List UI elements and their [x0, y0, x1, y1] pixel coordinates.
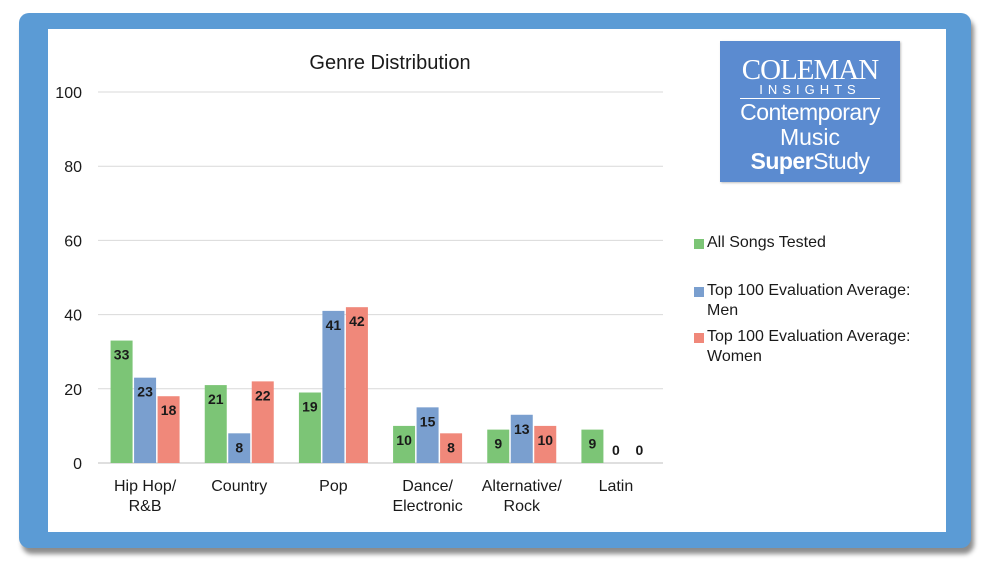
legend-label-women-line1: Top 100 Evaluation Average: — [707, 328, 911, 345]
y-tick-label-80: 80 — [64, 159, 82, 176]
data-label-3-1: 15 — [420, 413, 436, 429]
gridlines — [98, 91, 663, 464]
bar-0-0 — [110, 340, 133, 463]
x-tick-label-0-1: R&B — [129, 498, 162, 515]
x-tick-label-4-1: Rock — [504, 498, 541, 515]
bar-2-1 — [322, 310, 345, 463]
legend-label-men-line2: Men — [707, 302, 739, 319]
data-label-0-0: 33 — [114, 347, 130, 363]
y-axis-ticks: 0 20 40 60 80 100 — [55, 85, 82, 473]
legend-swatch-men — [694, 287, 704, 297]
bar-3-1 — [416, 407, 439, 463]
y-tick-label-40: 40 — [64, 308, 82, 325]
x-axis-ticks: Hip Hop/R&B Country Pop Dance/Electronic Alt… — [114, 478, 633, 515]
data-label-0-2: 18 — [161, 402, 177, 418]
data-label-4-0: 9 — [494, 436, 502, 452]
data-label-5-2: 0 — [636, 442, 644, 458]
y-tick-label-0: 0 — [73, 456, 82, 473]
data-label-1-0: 21 — [208, 391, 224, 407]
bar-0-2 — [157, 396, 180, 463]
legend-label-men: Top 100 Evaluation Average: Men — [707, 281, 947, 321]
y-tick-label-60: 60 — [64, 233, 82, 250]
data-label-5-1: 0 — [612, 442, 620, 458]
bar-2-0 — [298, 392, 321, 463]
legend-label-all-songs: All Songs Tested — [707, 234, 826, 251]
x-tick-label-0-0: Hip Hop/ — [114, 478, 177, 495]
y-tick-label-100: 100 — [55, 85, 82, 102]
bar-3-2 — [440, 433, 463, 463]
bar-1-1 — [228, 433, 251, 463]
bar-1-2 — [251, 381, 274, 463]
legend-swatch-all-songs — [694, 239, 704, 249]
data-label-2-0: 19 — [302, 399, 318, 415]
bar-0-1 — [134, 377, 157, 463]
data-label-4-2: 10 — [537, 432, 553, 448]
bars — [110, 307, 604, 463]
y-tick-label-20: 20 — [64, 382, 82, 399]
x-tick-label-5-0: Latin — [599, 478, 634, 495]
bar-4-0 — [487, 429, 510, 463]
bar-5-0 — [581, 429, 604, 463]
bar-1-0 — [204, 385, 227, 463]
logo-divider — [740, 98, 880, 99]
x-tick-label-4-0: Alternative/ — [482, 478, 563, 495]
data-label-0-1: 23 — [137, 384, 153, 400]
coleman-insights-logo: COLEMAN INSIGHTS Contemporary Music Supe… — [720, 41, 900, 182]
chart-title: Genre Distribution — [309, 52, 470, 74]
logo-study: Study — [813, 148, 870, 174]
legend-label-men-line1: Top 100 Evaluation Average: — [707, 282, 911, 299]
data-label-1-2: 22 — [255, 387, 271, 403]
x-tick-label-3-0: Dance/ — [402, 478, 453, 495]
x-tick-label-1-0: Country — [211, 478, 267, 495]
bar-3-0 — [393, 425, 416, 463]
logo-music: Music — [779, 124, 841, 150]
data-label-4-1: 13 — [514, 421, 530, 437]
x-tick-label-3-1: Electronic — [392, 498, 462, 515]
data-label-2-2: 42 — [349, 313, 365, 329]
bar-4-1 — [510, 414, 533, 463]
legend-label-women-line2: Women — [707, 348, 762, 365]
logo-contemporary: Contemporary — [740, 99, 880, 125]
logo-coleman: COLEMAN — [741, 54, 879, 86]
data-label-3-0: 10 — [396, 432, 412, 448]
data-label-5-0: 9 — [589, 436, 597, 452]
logo-super: Super — [750, 148, 814, 174]
x-tick-label-2-0: Pop — [319, 478, 348, 495]
bar-2-2 — [345, 307, 368, 463]
logo-insights: INSIGHTS — [759, 82, 861, 97]
legend-swatch-women — [694, 333, 704, 343]
data-label-1-1: 8 — [235, 439, 243, 455]
bar-4-2 — [534, 425, 557, 463]
legend-label-women: Top 100 Evaluation Average: Women — [707, 327, 947, 367]
logo-superstudy: SuperStudy — [720, 149, 900, 173]
data-label-2-1: 41 — [326, 317, 342, 333]
data-label-3-2: 8 — [447, 439, 455, 455]
